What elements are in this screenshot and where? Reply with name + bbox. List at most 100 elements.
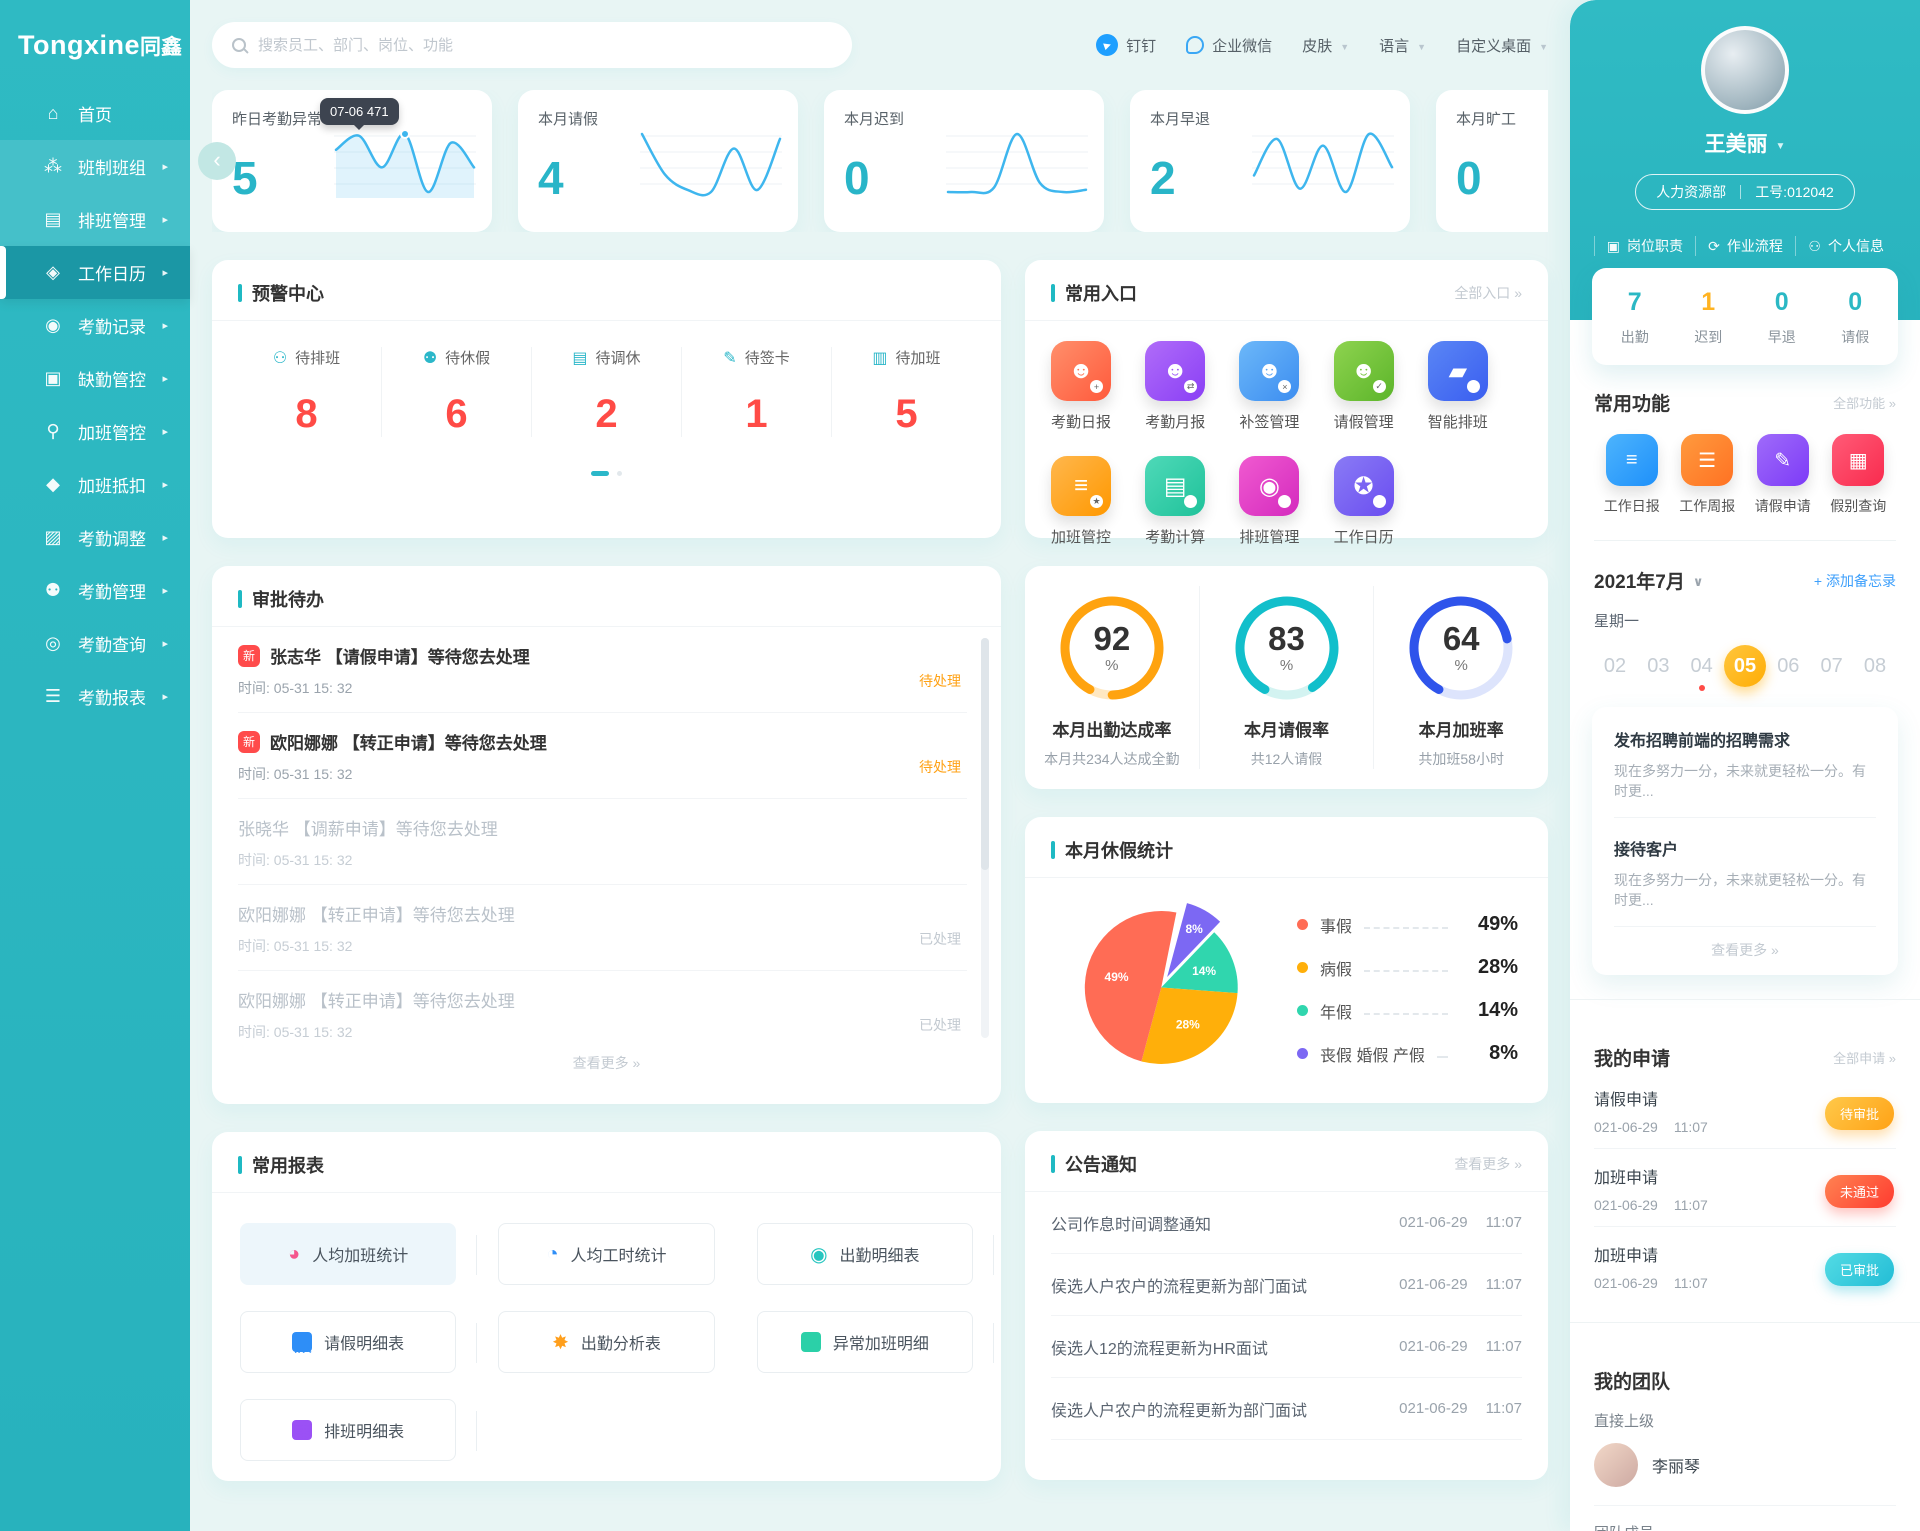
sidebar-item[interactable]: 考勤查询 xyxy=(0,617,190,670)
notice-text: 侯选人户农户的流程更新为部门面试 xyxy=(1051,1402,1308,1420)
report-button[interactable]: 出勤明细表 xyxy=(756,1223,995,1285)
application-row[interactable]: 请假申请 021-06-29 11:07 待审批 xyxy=(1594,1071,1896,1149)
quick-entry[interactable]: 加班管控 xyxy=(1051,456,1145,547)
sidebar-item[interactable]: 考勤管理 xyxy=(0,564,190,617)
notice-row[interactable]: 公司作息时间调整通知 021-06-29 11:07 xyxy=(1051,1192,1522,1254)
skin-dropdown[interactable]: 皮肤 xyxy=(1302,35,1349,56)
sidebar-item[interactable]: 加班抵扣 xyxy=(0,458,190,511)
quick-function[interactable]: 假别查询 xyxy=(1821,434,1897,516)
application-row[interactable]: 加班申请 021-06-29 11:07 未通过 xyxy=(1594,1149,1896,1227)
warning-item[interactable]: 待排班 8 xyxy=(232,347,382,437)
quick-entry[interactable]: 补签管理 xyxy=(1239,341,1333,432)
warning-item[interactable]: 待休假 6 xyxy=(382,347,532,437)
sidebar-item[interactable]: 考勤报表 xyxy=(0,670,190,723)
dingtalk-link[interactable]: 钉钉 xyxy=(1096,34,1156,56)
application-datetime: 021-06-29 11:07 xyxy=(1594,1197,1896,1213)
carousel-dot[interactable] xyxy=(617,471,622,476)
stat-card[interactable]: 本月早退 2 xyxy=(1130,90,1410,232)
report-button[interactable]: 异常加班明细 xyxy=(756,1311,995,1373)
sidebar-item[interactable]: 缺勤管控 xyxy=(0,352,190,405)
add-memo-link[interactable]: + 添加备忘录 xyxy=(1813,572,1896,589)
quick-function[interactable]: 工作日报 xyxy=(1594,434,1670,516)
profile-link[interactable]: 作业流程 xyxy=(1694,236,1796,256)
calendar-day[interactable]: 07 xyxy=(1811,645,1853,687)
all-entries-link[interactable]: 全部入口 » xyxy=(1454,285,1522,301)
wecom-link[interactable]: 企业微信 xyxy=(1186,35,1272,56)
notice-row[interactable]: 侯选人户农户的流程更新为部门面试 021-06-29 11:07 xyxy=(1051,1254,1522,1316)
approvals-scrollbar[interactable] xyxy=(981,638,989,1038)
calendar-day[interactable]: 05 xyxy=(1723,645,1766,687)
approvals-title: 审批待办 xyxy=(252,590,324,610)
approval-row[interactable]: 新 张志华 【请假申请】等待您去处理 时间: 05-31 15: 32 待处理 xyxy=(238,627,967,713)
calendar-day[interactable]: 04 xyxy=(1681,645,1723,691)
application-time: 11:07 xyxy=(1673,1119,1708,1135)
memo-item[interactable]: 接待客户 现在多努力一分，未来就更轻松一分。有时更... xyxy=(1614,818,1876,927)
global-search[interactable] xyxy=(212,22,852,68)
quick-entry[interactable]: 智能排班 xyxy=(1427,341,1522,432)
report-button[interactable]: 出勤分析表 xyxy=(498,1311,715,1373)
user-avatar[interactable] xyxy=(1701,26,1789,114)
carousel-prev-button[interactable] xyxy=(198,142,236,180)
quick-function[interactable]: 工作周报 xyxy=(1670,434,1746,516)
stat-card[interactable]: 昨日考勤异常 5 07-06 471 xyxy=(212,90,492,232)
warning-center-card: 预警中心 待排班 8 xyxy=(212,260,1001,538)
memo-view-more-link[interactable]: 查看更多 » xyxy=(1711,942,1779,958)
approval-row[interactable]: 新 欧阳娜娜 【转正申请】等待您去处理 时间: 05-31 15: 32 待处理 xyxy=(238,713,967,799)
report-button[interactable]: 请假明细表 xyxy=(240,1311,478,1373)
quick-entry[interactable]: 工作日历 xyxy=(1333,456,1428,547)
quick-function[interactable]: 请假申请 xyxy=(1745,434,1821,516)
calendar-day[interactable]: 08 xyxy=(1854,645,1896,687)
quick-entry[interactable]: 考勤月报 xyxy=(1145,341,1239,432)
stat-label: 本月旷工 xyxy=(1456,111,1517,128)
user-name-row[interactable]: 王美丽 xyxy=(1594,128,1896,158)
approval-row[interactable]: 欧阳娜娜 【转正申请】等待您去处理 时间: 05-31 15: 32 已处理 xyxy=(238,885,967,971)
notice-row[interactable]: 侯选人户农户的流程更新为部门面试 021-06-29 11:07 xyxy=(1051,1378,1522,1440)
notice-row[interactable]: 侯选人12的流程更新为HR面试 021-06-29 11:07 xyxy=(1051,1316,1522,1378)
warning-item[interactable]: 待调休 2 xyxy=(532,347,682,437)
quick-entry[interactable]: 排班管理 xyxy=(1239,456,1333,547)
report-button[interactable]: 人均加班统计 xyxy=(240,1223,478,1285)
notices-view-more-link[interactable]: 查看更多 » xyxy=(1454,1156,1522,1172)
sidebar-item[interactable]: 首页 xyxy=(0,87,190,140)
calendar-day[interactable]: 06 xyxy=(1767,645,1809,687)
sidebar-item[interactable]: 加班管控 xyxy=(0,405,190,458)
approvals-view-more-link[interactable]: 查看更多 » xyxy=(572,1055,641,1071)
reports-title: 常用报表 xyxy=(252,1156,324,1176)
sidebar-item[interactable]: 考勤调整 xyxy=(0,511,190,564)
stat-card[interactable]: 本月旷工 0 xyxy=(1436,90,1548,232)
profile-link[interactable]: 岗位职责 xyxy=(1594,236,1695,256)
sidebar-item[interactable]: 考勤记录 xyxy=(0,299,190,352)
application-row[interactable]: 加班申请 021-06-29 11:07 已审批 xyxy=(1594,1227,1896,1304)
sidebar-item[interactable]: 工作日历 xyxy=(0,246,190,299)
language-dropdown[interactable]: 语言 xyxy=(1379,35,1426,56)
report-button[interactable]: 人均工时统计 xyxy=(498,1223,715,1285)
approval-time: 时间: 05-31 15: 32 xyxy=(238,766,353,782)
calendar-day[interactable]: 03 xyxy=(1637,645,1679,687)
memo-item[interactable]: 发布招聘前端的招聘需求 现在多努力一分，未来就更轻松一分。有时更... xyxy=(1614,709,1876,818)
quick-entry[interactable]: 考勤日报 xyxy=(1051,341,1145,432)
stat-card[interactable]: 本月迟到 0 xyxy=(824,90,1104,232)
today-stat-value: 1 xyxy=(1701,288,1716,316)
quick-entry[interactable]: 请假管理 xyxy=(1333,341,1428,432)
warning-item[interactable]: 待签卡 1 xyxy=(682,347,832,437)
warning-item[interactable]: 待加班 5 xyxy=(832,347,981,437)
search-input[interactable] xyxy=(258,36,832,54)
quick-entry[interactable]: 考勤计算 xyxy=(1145,456,1239,547)
report-button[interactable]: 排班明细表 xyxy=(240,1399,478,1461)
scrollbar-thumb[interactable] xyxy=(981,638,989,870)
carousel-dot-active[interactable] xyxy=(591,471,609,476)
supervisor-row[interactable]: 李丽琴 xyxy=(1594,1443,1896,1506)
month-selector[interactable]: 2021年7月 xyxy=(1594,567,1703,594)
sidebar-item[interactable]: 排班管理 xyxy=(0,193,190,246)
approval-row[interactable]: 欧阳娜娜 【转正申请】等待您去处理 时间: 05-31 15: 32 已处理 xyxy=(238,971,967,1039)
profile-link[interactable]: 个人信息 xyxy=(1795,236,1896,256)
stat-card[interactable]: 本月请假 4 xyxy=(518,90,798,232)
all-functions-link[interactable]: 全部功能 » xyxy=(1833,396,1896,411)
calendar-day[interactable]: 02 xyxy=(1594,645,1636,687)
carousel-dots[interactable] xyxy=(212,471,1001,476)
custom-desktop-dropdown[interactable]: 自定义桌面 xyxy=(1456,35,1548,56)
all-applications-link[interactable]: 全部申请 » xyxy=(1833,1051,1896,1066)
approval-row[interactable]: 张晓华 【调薪申请】等待您去处理 时间: 05-31 15: 32 xyxy=(238,799,967,885)
caret-down-icon[interactable] xyxy=(1776,131,1786,155)
sidebar-item[interactable]: 班制班组 xyxy=(0,140,190,193)
